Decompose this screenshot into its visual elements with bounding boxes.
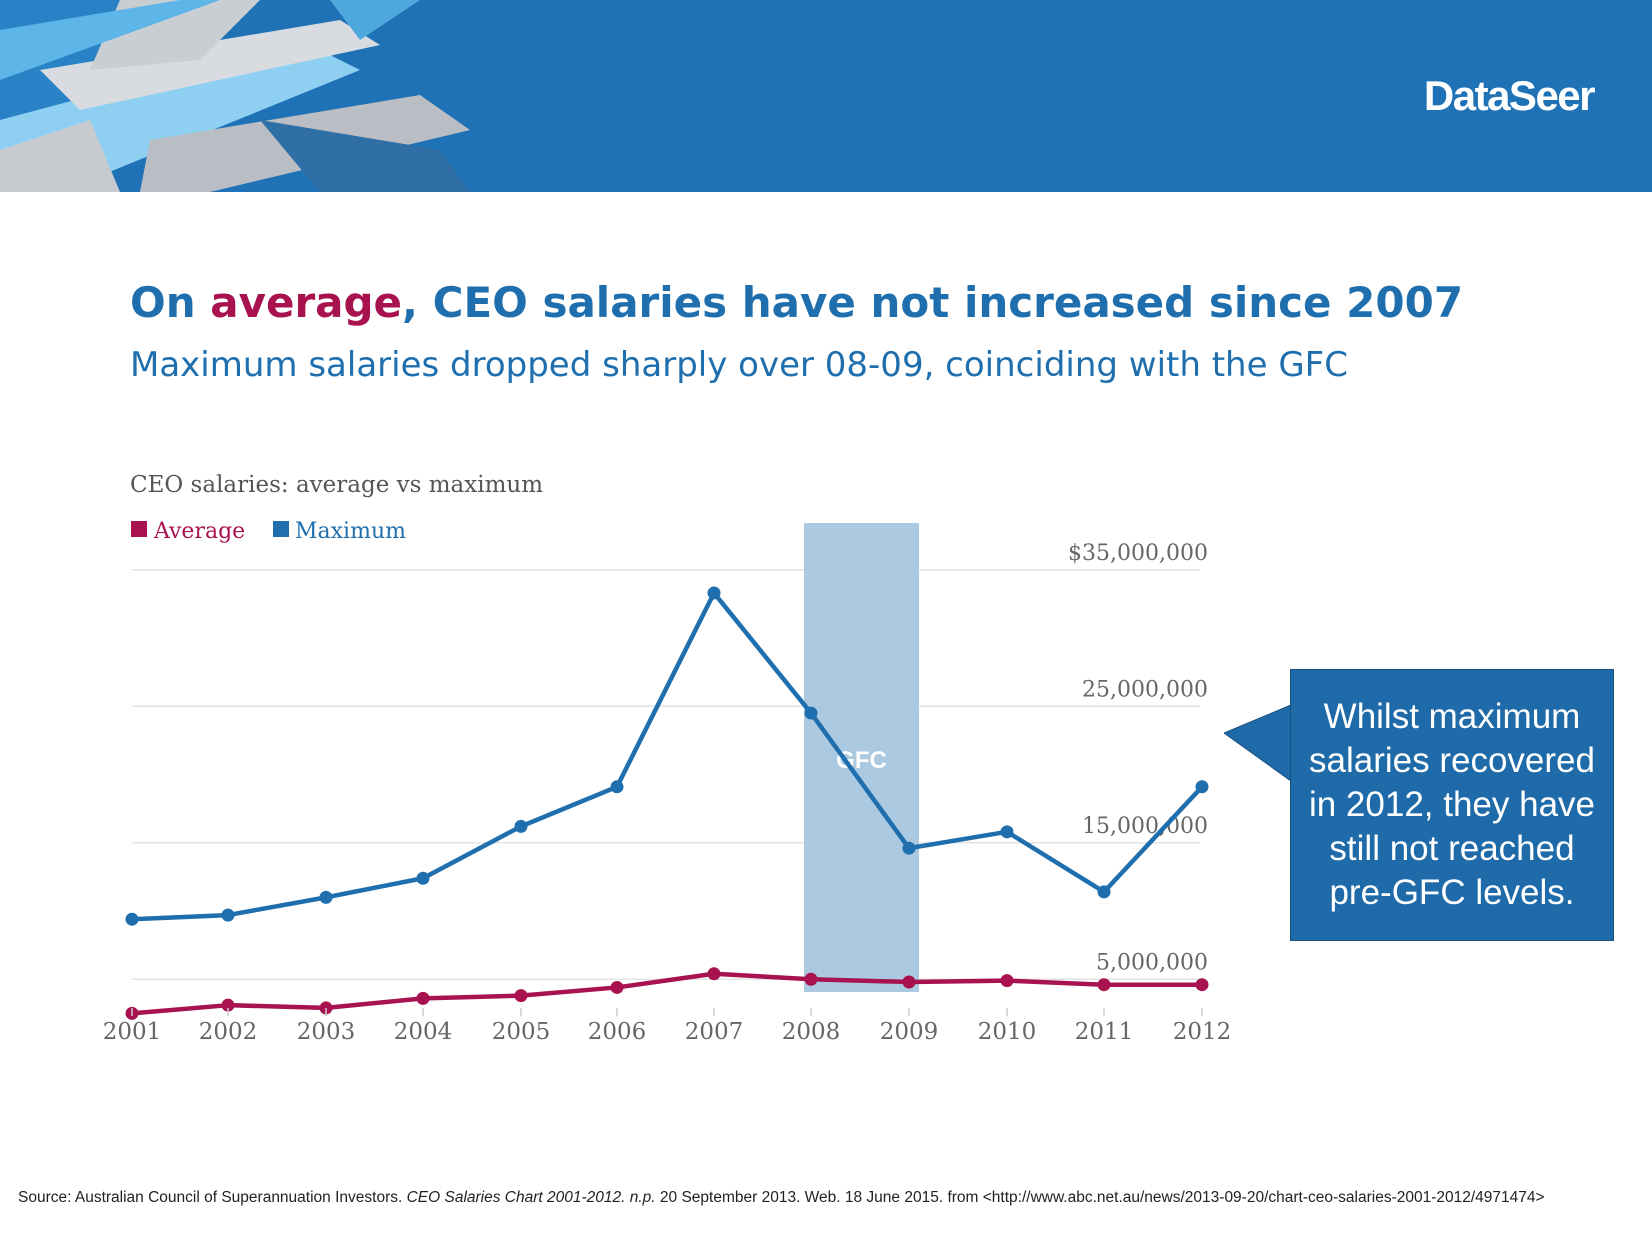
source-np: n.p.: [629, 1189, 656, 1206]
data-point-maximum: [902, 841, 916, 855]
x-tick-label: 2004: [394, 1019, 453, 1045]
series-line-maximum: [131, 590, 1204, 922]
data-point-average: [610, 980, 624, 994]
callout-pointer: [1224, 705, 1292, 782]
data-point-maximum: [1000, 825, 1014, 839]
x-tick-label: 2011: [1075, 1019, 1134, 1045]
y-tick-label: 15,000,000: [1082, 814, 1208, 839]
page-subtitle: Maximum salaries dropped sharply over 08…: [130, 345, 1348, 385]
data-point-maximum: [1195, 780, 1209, 794]
source-suffix: 20 September 2013. Web. 18 June 2015. fr…: [655, 1189, 1545, 1206]
x-tick-label: 2008: [782, 1019, 841, 1045]
data-point-average: [221, 998, 235, 1012]
gfc-band: [804, 523, 919, 992]
x-tick-label: 2001: [103, 1019, 162, 1045]
title-suffix: , CEO salaries have not increased since …: [402, 278, 1464, 327]
x-tick-label: 2003: [297, 1019, 356, 1045]
source-title: CEO Salaries Chart 2001-2012.: [406, 1189, 626, 1206]
source-citation: Source: Australian Council of Superannua…: [18, 1188, 1618, 1207]
x-tick-label: 2002: [199, 1019, 258, 1045]
data-point-average: [804, 972, 818, 986]
data-point-maximum: [416, 871, 430, 885]
data-point-average: [707, 967, 721, 981]
x-tick-label: 2005: [492, 1019, 551, 1045]
callout-box: Whilst maximum salaries recovered in 201…: [1290, 669, 1614, 941]
banner-decoration: [0, 0, 470, 192]
brand-logo: DataSeer: [1423, 72, 1596, 119]
y-tick-label: $35,000,000: [1068, 541, 1208, 566]
legend-swatch-average: [131, 521, 147, 537]
source-prefix: Source: Australian Council of Superannua…: [18, 1189, 407, 1206]
legend-label-average: Average: [153, 519, 245, 544]
data-point-maximum: [1097, 885, 1111, 899]
title-prefix: On: [130, 278, 211, 327]
data-point-average: [319, 1001, 333, 1015]
y-tick-label: 25,000,000: [1082, 677, 1208, 702]
data-point-maximum: [319, 890, 333, 904]
x-tick-label: 2010: [978, 1019, 1037, 1045]
legend-swatch-maximum: [273, 521, 289, 537]
legend-label-maximum: Maximum: [295, 519, 406, 544]
data-point-average: [1000, 974, 1014, 988]
x-tick-label: 2009: [880, 1019, 939, 1045]
data-point-average: [416, 991, 430, 1005]
data-point-maximum: [514, 819, 528, 833]
data-point-maximum: [221, 908, 235, 922]
data-point-average: [1195, 978, 1209, 992]
page-title: On average, CEO salaries have not increa…: [130, 278, 1463, 327]
callout-text: Whilst maximum salaries recovered in 201…: [1308, 697, 1596, 912]
data-point-maximum: [125, 912, 139, 926]
data-point-average: [902, 975, 916, 989]
data-point-maximum: [804, 706, 818, 720]
x-tick-label: 2006: [588, 1019, 647, 1045]
data-point-maximum: [707, 586, 721, 600]
x-tick-label: 2012: [1173, 1019, 1232, 1045]
x-tick-label: 2007: [685, 1019, 744, 1045]
salary-line-chart: CEO salaries: average vs maximum Average…: [103, 472, 1232, 1045]
data-point-maximum: [610, 780, 624, 794]
chart-title: CEO salaries: average vs maximum: [130, 472, 543, 498]
header-banner: DataSeer: [0, 0, 1652, 192]
data-point-average: [1097, 978, 1111, 992]
y-tick-label: 5,000,000: [1096, 950, 1208, 975]
data-point-average: [514, 989, 528, 1003]
title-highlight: average: [210, 278, 403, 327]
series-line-average: [131, 971, 1202, 1016]
